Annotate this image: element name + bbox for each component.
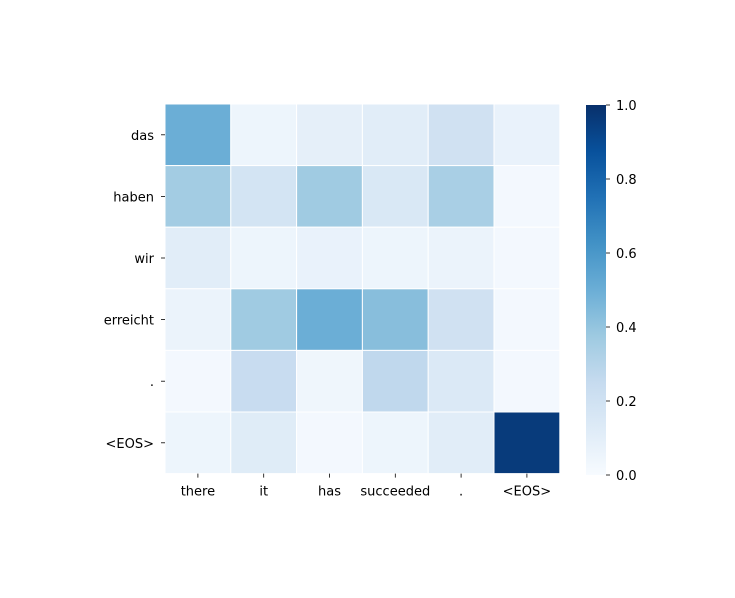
heatmap-cell [164,103,232,167]
heatmap-cell [164,411,232,475]
heatmap-cell [493,349,561,413]
heatmap-cell [493,411,561,475]
heatmap-cell [230,288,298,351]
heatmap-cell [296,165,363,228]
heatmap-cell [427,288,495,351]
x-tick-label: it [259,485,268,500]
colorbar [586,105,606,475]
heatmap-cell [493,165,561,228]
heatmap-cell [230,165,298,228]
x-tick-label: succeeded [360,485,430,500]
colorbar-ticks: 0.0 0.2 0.4 0.6 0.8 1.0 [606,99,637,484]
heatmap-cell [427,411,495,475]
heatmap-cell [493,226,561,290]
heatmap-cell [296,349,363,413]
heatmap-cell [361,165,429,228]
heatmap-cell [230,226,298,290]
x-tick-label: has [318,485,341,500]
x-axis-ticks: there it has succeeded. <EOS> [181,473,551,500]
y-tick-label: wir [134,252,154,267]
heatmap-cell [361,349,429,413]
y-tick-label: haben [113,190,154,205]
heatmap-cell [493,288,561,351]
heatmap-cell [296,103,363,167]
heatmap-cell [230,103,298,167]
y-tick-label: . [150,375,154,390]
heatmap-cell [361,288,429,351]
heatmap-cell [230,411,298,475]
colorbar-tick-label: 0.8 [616,173,637,188]
x-tick-label: . [459,485,463,500]
heatmap-cell [493,103,561,167]
heatmap-cell [164,288,232,351]
heatmap-cell [164,349,232,413]
colorbar-tick-label: 0.6 [616,247,637,262]
y-axis-ticks: das haben wir erreicht. <EOS> [104,129,165,452]
heatmap-cell [296,288,363,351]
colorbar-tick-label: 0.0 [616,469,637,484]
heatmap-cell [296,226,363,290]
x-tick-label: <EOS> [503,485,551,500]
heatmap-cell [361,103,429,167]
colorbar-tick-label: 1.0 [616,99,637,114]
heatmap-cell [427,165,495,228]
heatmap-cells [164,103,561,475]
colorbar-tick-label: 0.2 [616,395,637,410]
colorbar-tick-label: 0.4 [616,321,637,336]
heatmap-cell [361,226,429,290]
heatmap-cell [427,349,495,413]
heatmap-cell [164,226,232,290]
heatmap-cell [230,349,298,413]
y-tick-label: das [131,129,154,144]
heatmap-cell [361,411,429,475]
x-tick-label: there [181,485,215,500]
heatmap-cell [164,165,232,228]
colorbar-gradient [586,105,606,475]
heatmap-cell [427,103,495,167]
heatmap-cell [427,226,495,290]
y-tick-label: <EOS> [106,437,154,452]
y-tick-label: erreicht [104,314,154,329]
heatmap-cell [296,411,363,475]
